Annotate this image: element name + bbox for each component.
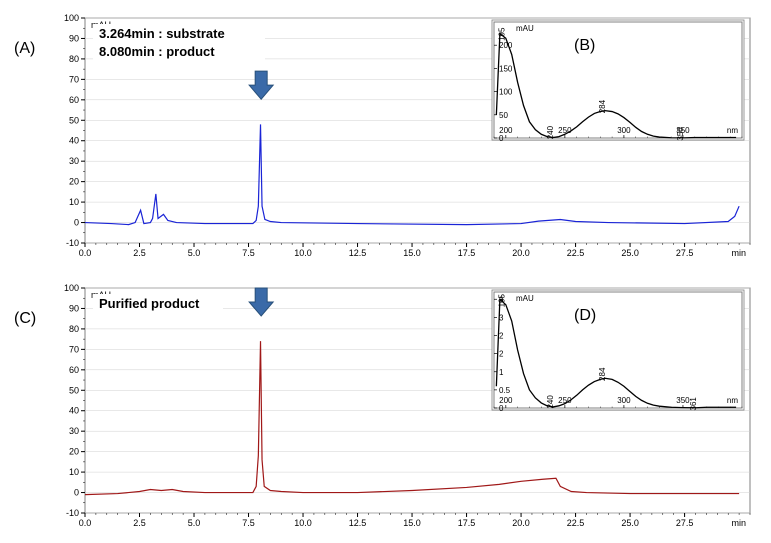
svg-root: -1001020304050607080901000.02.55.07.510.… [0,0,771,543]
y-tick-label: 10 [69,197,79,207]
y-tick-label: 0 [74,488,79,498]
x-tick-label: 12.5 [349,518,367,528]
inset-y-tick: 0 [499,404,504,413]
y-tick-label: 60 [69,95,79,105]
inset-y-tick: 100 [499,88,513,97]
x-tick-label: 2.5 [133,518,146,528]
inset-x-unit: nm [727,396,738,405]
inset-x-tick: 200 [499,126,513,135]
y-tick-label: 10 [69,467,79,477]
inset-x-unit: nm [727,126,738,135]
peak-label: 195 [498,27,507,41]
y-tick-label: 30 [69,426,79,436]
x-tick-label: 7.5 [242,248,255,258]
peak-label: 284 [598,367,607,381]
inset-y-tick: 0.5 [499,386,511,395]
x-tick-label: 10.0 [294,518,312,528]
x-tick-label: 0.0 [79,518,92,528]
y-tick-label: 70 [69,74,79,84]
peak-label: 240 [546,395,555,409]
y-tick-label: 90 [69,33,79,43]
inset-y-tick: 2 [499,350,504,359]
x-tick-label: 22.5 [567,518,585,528]
y-tick-label: 80 [69,324,79,334]
y-tick-label: 60 [69,365,79,375]
peak-label: 284 [598,99,607,113]
inset-x-tick: 200 [499,396,513,405]
inset-y-tick: 200 [499,41,513,50]
inset-y-tick: 0 [499,134,504,143]
inset-y-tick: 1 [499,368,504,377]
inset-frame [494,22,742,138]
inset-y-tick: 50 [499,111,508,120]
x-tick-label: 17.5 [458,248,476,258]
figure-root: (A) (C) -1001020304050607080901000.02.55… [0,0,771,543]
x-unit: min [731,518,746,528]
y-tick-label: -10 [66,508,79,518]
panel-D-label: (D) [574,307,596,324]
x-tick-label: 15.0 [403,248,421,258]
x-tick-label: 5.0 [188,248,201,258]
y-tick-label: 90 [69,303,79,313]
y-tick-label: 20 [69,447,79,457]
inset-y-unit: mAU [516,24,534,33]
y-tick-label: 0 [74,218,79,228]
annotation-purified: Purified product [99,296,200,311]
peak-label: 350 [676,127,685,141]
x-tick-label: 7.5 [242,518,255,528]
x-tick-label: 27.5 [676,518,694,528]
peak-label: 361 [689,397,698,411]
y-tick-label: 50 [69,385,79,395]
x-tick-label: 22.5 [567,248,585,258]
x-tick-label: 17.5 [458,518,476,528]
x-tick-label: 10.0 [294,248,312,258]
inset-y-tick: 2 [499,332,504,341]
x-tick-label: 20.0 [512,518,530,528]
inset-y-tick: 150 [499,64,513,73]
y-tick-label: 40 [69,136,79,146]
y-tick-label: 50 [69,115,79,125]
panel-B-label: (B) [574,37,595,54]
y-tick-label: 80 [69,54,79,64]
y-tick-label: 30 [69,156,79,166]
inset-y-unit: mAU [516,294,534,303]
x-tick-label: 0.0 [79,248,92,258]
y-tick-label: 40 [69,406,79,416]
y-tick-label: 100 [64,13,79,23]
x-tick-label: 15.0 [403,518,421,528]
x-tick-label: 27.5 [676,248,694,258]
inset-x-tick: 300 [617,126,631,135]
panel-A-label: (A) [14,40,35,58]
y-tick-label: -10 [66,238,79,248]
inset-frame [494,292,742,408]
peak-label: 240 [546,125,555,139]
inset-x-tick: 300 [617,396,631,405]
x-tick-label: 5.0 [188,518,201,528]
annotation-product: 8.080min : product [99,44,215,59]
panel-C-label: (C) [14,310,36,328]
x-unit: min [731,248,746,258]
y-tick-label: 70 [69,344,79,354]
annotation-substrate: 3.264min : substrate [99,26,225,41]
x-tick-label: 25.0 [621,518,639,528]
x-tick-label: 12.5 [349,248,367,258]
peak-label: 195 [498,293,507,307]
x-tick-label: 20.0 [512,248,530,258]
y-tick-label: 100 [64,283,79,293]
y-tick-label: 20 [69,177,79,187]
x-tick-label: 2.5 [133,248,146,258]
x-tick-label: 25.0 [621,248,639,258]
